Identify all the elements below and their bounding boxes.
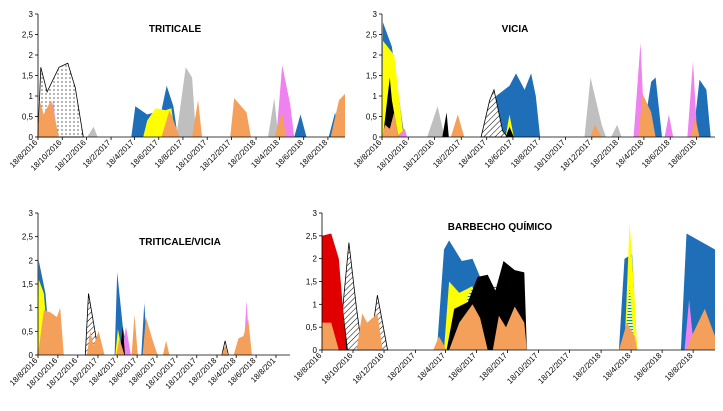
- x-tick-label: 18/12/2017: [536, 351, 571, 386]
- y-tick-label: 2: [29, 51, 34, 60]
- x-tick-label: 18/6/2018: [632, 351, 664, 383]
- x-tick-label: 18/12/2016: [351, 351, 386, 386]
- x-tick-label: 18/6/2017: [446, 351, 478, 383]
- y-tick-label: 0,5: [306, 323, 318, 332]
- y-tick-label: 2: [313, 255, 318, 264]
- y-tick-label: 0,5: [22, 327, 34, 336]
- y-tick-label: 2,5: [22, 233, 34, 242]
- series-orange-5: [38, 307, 252, 355]
- chart-title: TRITICALE/VICIA: [139, 237, 221, 248]
- series-orange-7: [322, 304, 715, 350]
- series-gray-1: [87, 67, 279, 137]
- x-tick-label: 18/2/2017: [385, 351, 417, 383]
- x-tick-label: 18/4/2017: [415, 351, 447, 383]
- y-tick-label: 1,5: [22, 280, 34, 289]
- x-tick-label: 18/10/2016: [320, 351, 355, 386]
- x-tick-label: 18/4/2018: [601, 351, 633, 383]
- y-tick-label: 1,5: [306, 278, 318, 287]
- y-tick-label: 3: [313, 209, 318, 218]
- vicia-chart: 00,511,522,5318/8/201618/10/201618/12/20…: [352, 10, 715, 173]
- y-tick-label: 2,5: [366, 31, 378, 40]
- series-blue-0: [38, 260, 148, 355]
- chart-title: BARBECHO QUÍMICO: [448, 220, 553, 233]
- triticale-vicia-chart: 00,511,522,5318/8/201618/10/201618/12/20…: [8, 209, 290, 391]
- y-tick-label: 0,5: [366, 113, 378, 122]
- y-tick-label: 0: [29, 351, 34, 360]
- x-tick-label: 18/2/2018: [571, 351, 603, 383]
- series-red-0: [322, 233, 348, 350]
- y-tick-label: 1: [313, 300, 318, 309]
- barbecho-quimico-chart: 00,511,522,5318/8/201618/10/201618/12/20…: [292, 209, 715, 386]
- y-tick-label: 0,5: [22, 113, 34, 122]
- y-tick-label: 0: [373, 133, 378, 142]
- series-gray-2: [427, 77, 622, 137]
- y-tick-label: 1,5: [22, 72, 34, 81]
- x-tick-label: 18/8/2018: [666, 138, 698, 170]
- y-tick-label: 2: [373, 51, 378, 60]
- y-tick-label: 0: [29, 133, 34, 142]
- y-tick-label: 2,5: [22, 31, 34, 40]
- y-tick-label: 3: [373, 10, 378, 19]
- chart-title: TRITICALE: [149, 24, 202, 35]
- triticale-chart: 00,511,522,5318/8/201618/10/201618/12/20…: [8, 10, 345, 173]
- y-tick-label: 1: [29, 304, 34, 313]
- y-tick-label: 1: [373, 92, 378, 101]
- x-tick-label: 18/8/2018: [663, 351, 695, 383]
- y-tick-label: 1,5: [366, 72, 378, 81]
- y-tick-label: 2: [29, 256, 34, 265]
- series-blue-0: [382, 22, 711, 138]
- x-tick-label: 18/10/2017: [505, 351, 540, 386]
- y-tick-label: 3: [29, 209, 34, 218]
- y-tick-label: 3: [29, 10, 34, 19]
- series-violet-3: [121, 300, 250, 355]
- y-tick-label: 1: [29, 92, 34, 101]
- y-tick-label: 2,5: [306, 232, 318, 241]
- chart-title: VICIA: [502, 24, 529, 35]
- y-tick-label: 0: [313, 346, 318, 355]
- series-violet-3: [396, 42, 698, 138]
- x-tick-label: 18/8/2017: [477, 351, 509, 383]
